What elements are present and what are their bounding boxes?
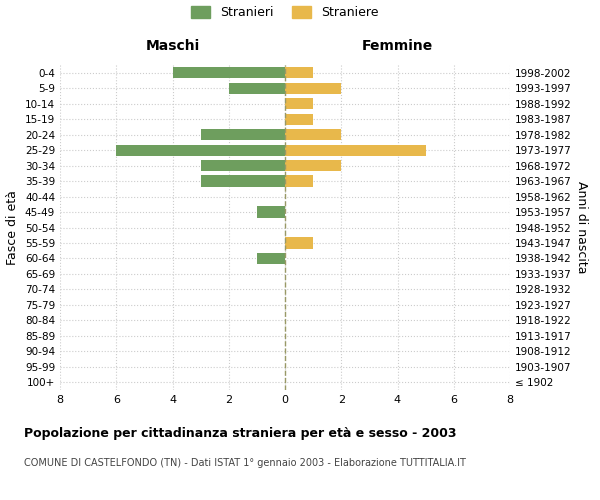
Bar [200, 129, 285, 140]
Bar [285, 98, 313, 110]
Bar [200, 160, 285, 171]
Legend: Stranieri, Straniere: Stranieri, Straniere [191, 6, 379, 19]
Bar [285, 129, 341, 140]
Bar [285, 82, 341, 94]
Bar [285, 238, 313, 248]
Text: Popolazione per cittadinanza straniera per età e sesso - 2003: Popolazione per cittadinanza straniera p… [24, 428, 457, 440]
Text: Femmine: Femmine [362, 38, 433, 52]
Y-axis label: Anni di nascita: Anni di nascita [575, 181, 588, 274]
Bar [285, 114, 313, 124]
Bar [257, 253, 285, 264]
Y-axis label: Fasce di età: Fasce di età [7, 190, 19, 265]
Bar [257, 206, 285, 218]
Bar [200, 176, 285, 186]
Bar [285, 176, 313, 186]
Bar [285, 144, 425, 156]
Bar [116, 144, 285, 156]
Text: Maschi: Maschi [145, 38, 200, 52]
Bar [285, 67, 313, 78]
Bar [285, 160, 341, 171]
Bar [173, 67, 285, 78]
Bar [229, 82, 285, 94]
Text: COMUNE DI CASTELFONDO (TN) - Dati ISTAT 1° gennaio 2003 - Elaborazione TUTTITALI: COMUNE DI CASTELFONDO (TN) - Dati ISTAT … [24, 458, 466, 468]
